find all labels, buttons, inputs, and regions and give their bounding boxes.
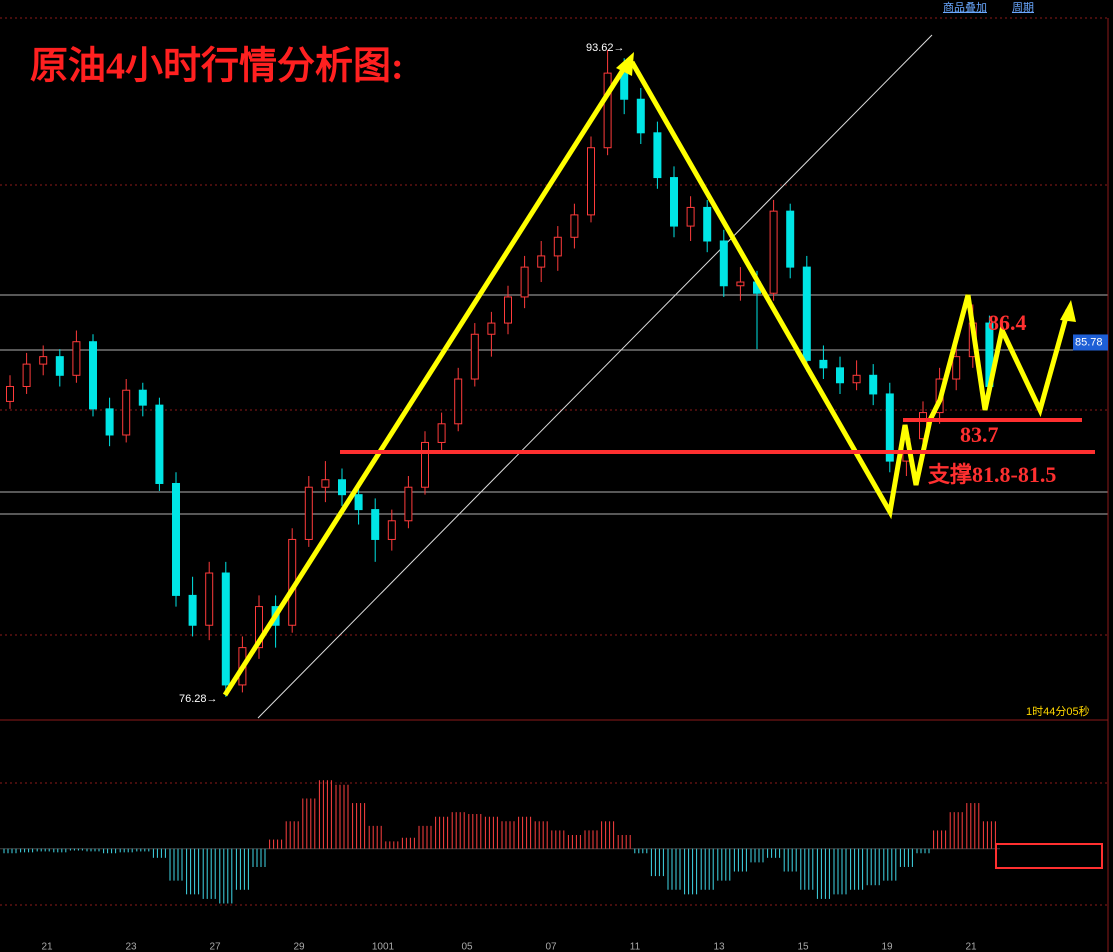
x-tick-label: 11 [630,942,641,952]
candle-body [520,266,529,298]
candle-body [603,72,612,149]
candle-body [221,572,230,686]
candle-body [255,606,263,649]
x-tick-label: 19 [881,942,893,952]
candle-body [769,210,778,294]
x-tick-label: 21 [965,942,977,952]
x-tick-label: 27 [209,942,221,952]
pivot-label: 83.7 [960,422,999,447]
candle-body [172,482,180,596]
trend-line [257,34,933,719]
candle-body [6,385,14,402]
candle-body [470,333,479,380]
arrow-head [616,52,634,76]
candle-body [304,486,313,540]
candle-body [437,423,446,443]
candle-body [487,322,496,335]
candle-body [570,214,579,238]
x-tick-label: 23 [125,942,137,952]
candle-body [620,72,629,100]
target-label: 86.4 [988,310,1027,335]
high-label: 93.62→ [586,42,625,54]
candle-body [885,393,894,462]
arrow-heads [616,52,1076,322]
candle-body [553,236,562,257]
top-link[interactable]: 商品叠加 [943,0,987,14]
price-tag-box [1073,334,1108,351]
candle-body [819,359,828,369]
candle-body [802,266,811,361]
candle-body [653,132,662,179]
low-label: 76.28→ [179,693,218,705]
candle-body [371,509,380,540]
candle-body [636,98,645,134]
candle-body [205,572,214,626]
candle-body [670,177,678,227]
candle-body [122,389,131,436]
x-tick-label: 05 [461,942,473,952]
highlight-box [995,843,1103,869]
candle-body [504,296,512,324]
top-link[interactable]: 周期 [1012,1,1034,14]
candle-body [686,206,695,227]
x-tick-label: 29 [293,942,305,952]
candle-body [736,281,745,287]
x-tick-label: 1001 [372,942,395,952]
candle-body [587,147,595,216]
candle-body [869,374,878,395]
candle-body [72,341,81,376]
candle-body [22,363,31,387]
candle-body [404,486,413,522]
candle-body [39,356,48,365]
candle-body [836,367,844,384]
candles [6,49,994,697]
macd-panel [0,780,1000,904]
chart-title: 原油4小时行情分析图: [30,46,404,88]
arrow-up [222,60,631,697]
candle-body [89,341,97,410]
candle-body [321,479,330,488]
candle-body [421,441,429,488]
candle-body [188,594,197,626]
candle-body [852,374,861,384]
candle-body [703,206,712,242]
price-tag: 85.78 [1075,336,1103,348]
x-tick-label: 07 [545,942,557,952]
candle-body [454,378,463,425]
candle-body [155,404,164,484]
x-tick-label: 21 [41,942,53,952]
candle-body [338,479,346,496]
candle-body [786,210,795,268]
candle-body [105,408,114,436]
candle-body [952,356,961,380]
timer: 1时44分05秒 [1026,704,1090,718]
candle-body [387,520,396,540]
candle-body [138,389,147,406]
candle-body [537,255,546,268]
candle-body [719,240,728,287]
x-tick-label: 13 [713,942,725,952]
support-label: 支撑81.8-81.5 [928,462,1056,487]
x-tick-label: 15 [797,942,809,952]
candle-body [354,494,363,511]
arrow-head [1060,300,1076,322]
candle-body [55,356,64,376]
